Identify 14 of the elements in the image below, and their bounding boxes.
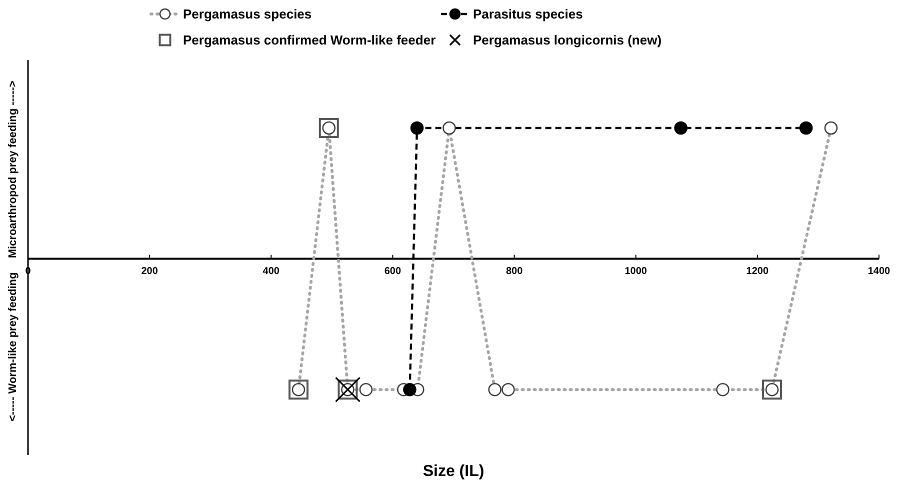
legend-label: Pergamasus longicornis (new): [473, 32, 662, 48]
x-tick-label: 600: [384, 266, 402, 277]
x-tick-label: 800: [506, 266, 524, 277]
y-axis-title: Microarthropod prey feeding ----->: [7, 80, 19, 258]
legend-label: Parasitus species: [473, 6, 583, 22]
legend-label: Pergamasus species: [183, 6, 312, 22]
x-tick-label: 400: [262, 266, 280, 277]
x-tick-label: 1200: [746, 266, 769, 277]
text: <----- Worm-like prey feeding: [7, 272, 19, 422]
x-axis-title: Size (IL): [422, 463, 484, 480]
x-tick-label: 200: [141, 266, 158, 277]
x-tick-label: 1400: [868, 266, 891, 277]
legend-label: Pergamasus confirmed Worm-like feeder: [183, 32, 436, 48]
x-tick-label: 1000: [624, 266, 648, 277]
